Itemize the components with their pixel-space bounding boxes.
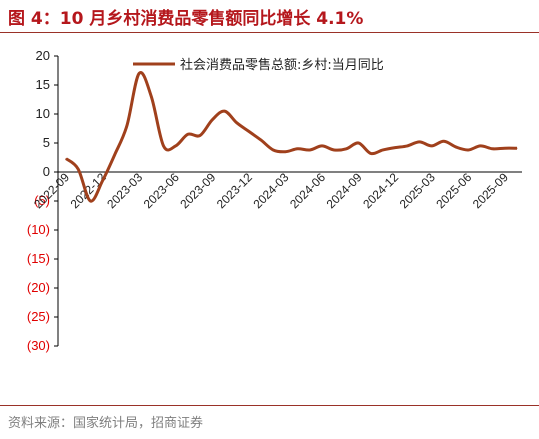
data-point [187,133,189,135]
x-tick-label: 2023-03 [104,170,145,211]
data-point [431,145,433,147]
data-point [297,148,299,150]
data-point [345,148,347,150]
y-tick-label: (5) [34,193,50,208]
x-tick-label: 2022-12 [68,170,109,211]
y-tick-label: 0 [43,164,50,179]
y-tick-label: 15 [36,77,50,92]
y-tick-label: 5 [43,135,50,150]
y-tick-label: (30) [27,338,50,353]
data-point [504,147,506,149]
data-point [236,122,238,124]
data-point [114,154,116,156]
series-line [65,71,518,203]
y-tick-label: (20) [27,280,50,295]
x-tick-label: 2025-03 [397,170,438,211]
y-tick-label: 10 [36,106,50,121]
x-tick-label: 2025-09 [470,170,511,211]
x-tick-label: 2024-06 [287,170,328,211]
data-point [418,141,420,143]
data-point [382,149,384,151]
y-tick-label: (15) [27,251,50,266]
data-point [199,134,201,136]
data-point [211,119,213,121]
data-point [492,148,494,150]
x-tick-label: 2024-03 [250,170,291,211]
x-tick-label: 2023-06 [141,170,182,211]
data-point [321,145,323,147]
x-tick-label: 2022-09 [31,170,72,211]
title-rule [0,32,539,33]
data-point [260,139,262,141]
data-point [248,130,250,132]
data-point [406,145,408,147]
x-tick-label: 2023-12 [214,170,255,211]
page-title: 图 4：10 月乡村消费品零售额同比增长 4.1% [8,9,364,29]
y-tick-label: (10) [27,222,50,237]
x-tick-label: 2025-06 [433,170,474,211]
data-point [150,96,152,98]
data-point [358,142,360,144]
source-note: 资料来源：国家统计局，招商证券 [8,416,204,431]
data-point [467,149,469,151]
data-point [102,180,104,182]
x-tick-label: 2024-12 [360,170,401,211]
data-point [77,168,79,170]
data-point [516,147,518,149]
legend-label: 社会消费品零售总额:乡村:当月同比 [180,57,384,73]
data-point [479,145,481,147]
data-point [175,145,177,147]
x-tick-label: 2023-09 [177,170,218,211]
x-tick-label: 2024-09 [324,170,365,211]
y-tick-label: (25) [27,309,50,324]
y-tick-label: 20 [36,48,50,63]
chart-legend: 社会消费品零售总额:乡村:当月同比 [133,57,384,73]
data-point [126,125,128,127]
series-layer [65,71,518,203]
data-point [284,151,286,153]
data-point [333,149,335,151]
data-point [223,110,225,112]
data-point [443,140,445,142]
y-axis-ticks: 20 15 10 5 0 (5) (10) (15) (20) (25) (30) [27,48,58,353]
data-point [370,152,372,154]
data-point [455,146,457,148]
x-axis-ticks: 2022-092022-122023-032023-062023-092023-… [31,170,511,211]
data-point [394,147,396,149]
data-point [272,149,274,151]
data-point [89,200,91,202]
data-point [65,158,67,160]
data-point [163,145,165,147]
footer-rule [0,405,539,406]
data-point [309,149,311,151]
data-point [138,72,140,74]
